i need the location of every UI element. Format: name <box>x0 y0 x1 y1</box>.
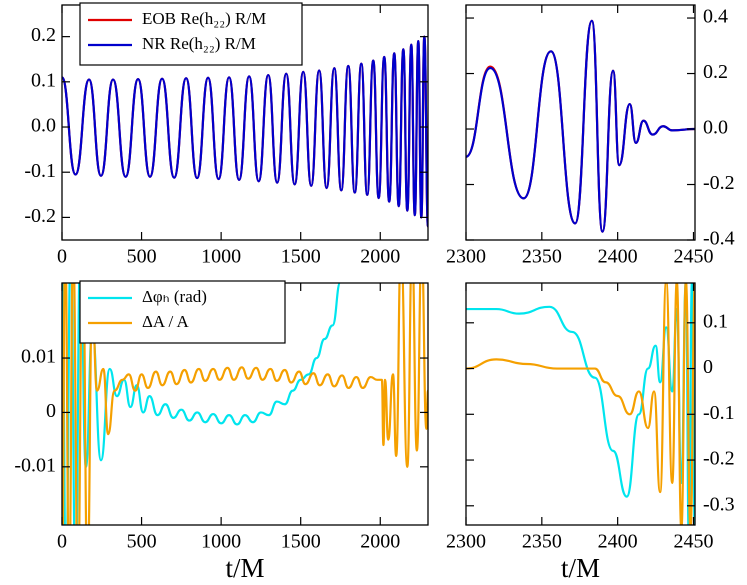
x-tick-label: 2350 <box>522 531 562 553</box>
x-tick-label: 1500 <box>281 246 321 268</box>
legend-label: NR Re(h₂₂) R/M <box>142 34 256 53</box>
x-tick-label: 1000 <box>201 531 241 553</box>
x-tick-label: 2300 <box>446 246 486 268</box>
legend-label: EOB Re(h₂₂) R/M <box>142 9 266 28</box>
y-tick-label: 0.4 <box>703 6 728 28</box>
plot-area <box>62 35 428 228</box>
x-tick-label: 2400 <box>598 531 638 553</box>
y-tick-label: 0.0 <box>703 117 728 139</box>
x-tick-label: 500 <box>127 531 157 553</box>
legend-label: Δφₕ (rad) <box>142 287 207 306</box>
y-tick-label: 0.2 <box>703 61 728 83</box>
x-tick-label: 2300 <box>446 531 486 553</box>
y-tick-label: -0.2 <box>703 448 735 470</box>
x-tick-label: 1500 <box>281 531 321 553</box>
series-line <box>466 283 695 525</box>
series-line <box>466 283 695 525</box>
legend: EOB Re(h₂₂) R/M NR Re(h₂₂) R/M <box>79 2 303 66</box>
legend-box <box>79 2 303 66</box>
x-tick-label: 2350 <box>522 246 562 268</box>
y-tick-label: -0.01 <box>14 454 56 476</box>
x-tick-label: 500 <box>127 246 157 268</box>
x-tick-label: 0 <box>57 246 67 268</box>
plot-frame <box>465 4 696 241</box>
plot-area <box>466 283 695 525</box>
series-line <box>62 283 342 525</box>
series-line <box>466 19 695 233</box>
y-tick-label: -0.2 <box>703 172 735 194</box>
y-tick-label: 0.1 <box>703 310 728 332</box>
y-tick-label: -0.2 <box>24 205 56 227</box>
x-tick-label: 2450 <box>673 246 713 268</box>
x-tick-label: 2400 <box>598 246 638 268</box>
x-tick-label: 2000 <box>360 531 400 553</box>
y-tick-label: -0.4 <box>703 228 735 250</box>
legend-label: ΔA / A <box>142 312 190 331</box>
y-tick-label: 0.2 <box>31 24 56 46</box>
x-axis-title: t/M <box>561 553 600 583</box>
x-tick-label: 0 <box>57 531 67 553</box>
y-tick-label: -0.1 <box>24 160 56 182</box>
y-tick-label: 0 <box>46 400 56 422</box>
x-tick-label: 1000 <box>201 246 241 268</box>
legend-box <box>79 280 286 344</box>
plot-area <box>62 283 428 525</box>
y-tick-label: 0.01 <box>21 346 56 368</box>
plot-area <box>466 19 695 233</box>
y-tick-label: -0.1 <box>703 402 735 424</box>
x-axis-title: t/M <box>225 553 264 583</box>
x-tick-label: 2000 <box>360 246 400 268</box>
series-line <box>62 283 428 525</box>
x-tick-label: 2450 <box>673 531 713 553</box>
legend: Δφₕ (rad) ΔA / A <box>79 280 286 344</box>
plot-frame <box>465 282 696 526</box>
y-tick-label: 0.0 <box>31 115 56 137</box>
series-line <box>62 35 428 228</box>
y-tick-label: -0.3 <box>703 493 735 515</box>
y-tick-label: 0 <box>703 356 713 378</box>
y-tick-label: 0.1 <box>31 69 56 91</box>
